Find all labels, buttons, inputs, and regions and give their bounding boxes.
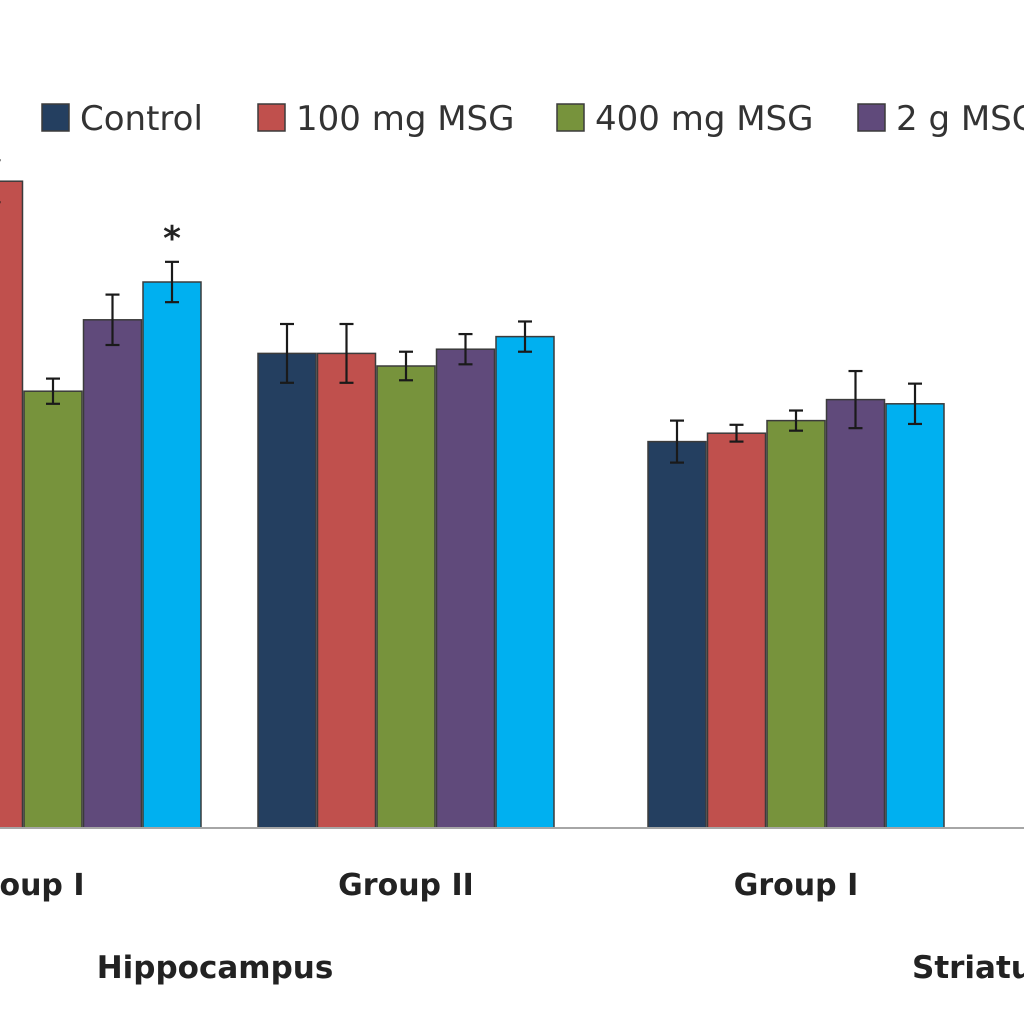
legend-label-2: 100 mg MSG	[296, 99, 514, 139]
significance-mark-1: *	[163, 219, 181, 259]
region-label-1: Hippocampus	[97, 950, 334, 986]
legend-swatch-1	[41, 103, 70, 132]
legend: Control 100 mg MSG 400 mg MSG 2 g MSG	[41, 99, 1024, 139]
bar-3-5	[885, 403, 945, 829]
bar-2-4	[435, 348, 496, 829]
legend-item-4: 2 g MSG	[857, 99, 1024, 139]
bar-2-3	[376, 365, 436, 829]
legend-label-4: 2 g MSG	[896, 99, 1024, 139]
bar-3-2	[706, 432, 767, 829]
error-bar-3-4	[848, 369, 863, 430]
error-bar-3-5	[908, 382, 922, 426]
bar-1-2	[0, 180, 24, 829]
bars-layer	[0, 180, 945, 829]
bar-3-4	[825, 398, 886, 829]
bar-3-3	[766, 419, 826, 829]
error-bar-1-4	[105, 293, 120, 347]
error-bar-2-5	[518, 320, 532, 353]
region-label-2: Striatu	[912, 950, 1024, 986]
legend-label-1: Control	[80, 99, 203, 139]
error-bar-3-2	[729, 423, 744, 443]
category-label-3: Group I	[734, 868, 858, 903]
error-bar-2-2	[339, 322, 354, 384]
bar-1-3	[23, 390, 83, 829]
category-label-2: Group II	[338, 868, 474, 903]
bar-2-2	[316, 352, 377, 829]
bar-1-4	[82, 319, 143, 829]
error-bar-1-3	[46, 377, 60, 405]
category-label-1: oup I	[0, 868, 85, 903]
legend-label-3: 400 mg MSG	[595, 99, 813, 139]
error-bar-2-3	[399, 350, 413, 382]
error-bar-3-1	[670, 419, 684, 464]
error-bars-layer	[0, 159, 922, 464]
legend-swatch-2	[257, 103, 286, 132]
error-bar-2-1	[280, 322, 294, 384]
legend-item-2: 100 mg MSG	[257, 99, 514, 139]
error-bar-1-5	[165, 260, 179, 304]
error-bar-2-4	[458, 332, 473, 366]
legend-swatch-4	[857, 103, 886, 132]
legend-item-3: 400 mg MSG	[556, 99, 813, 139]
bar-2-5	[495, 335, 555, 829]
bar-1-5	[142, 281, 202, 829]
bar-2-1	[257, 352, 317, 829]
labels-layer: * oup I Group II Group I Hippocampus Striatu	[0, 219, 1024, 986]
legend-item-1: Control	[41, 99, 203, 139]
legend-swatch-3	[556, 103, 585, 132]
bar-3-1	[647, 440, 707, 829]
error-bar-3-3	[789, 409, 803, 432]
